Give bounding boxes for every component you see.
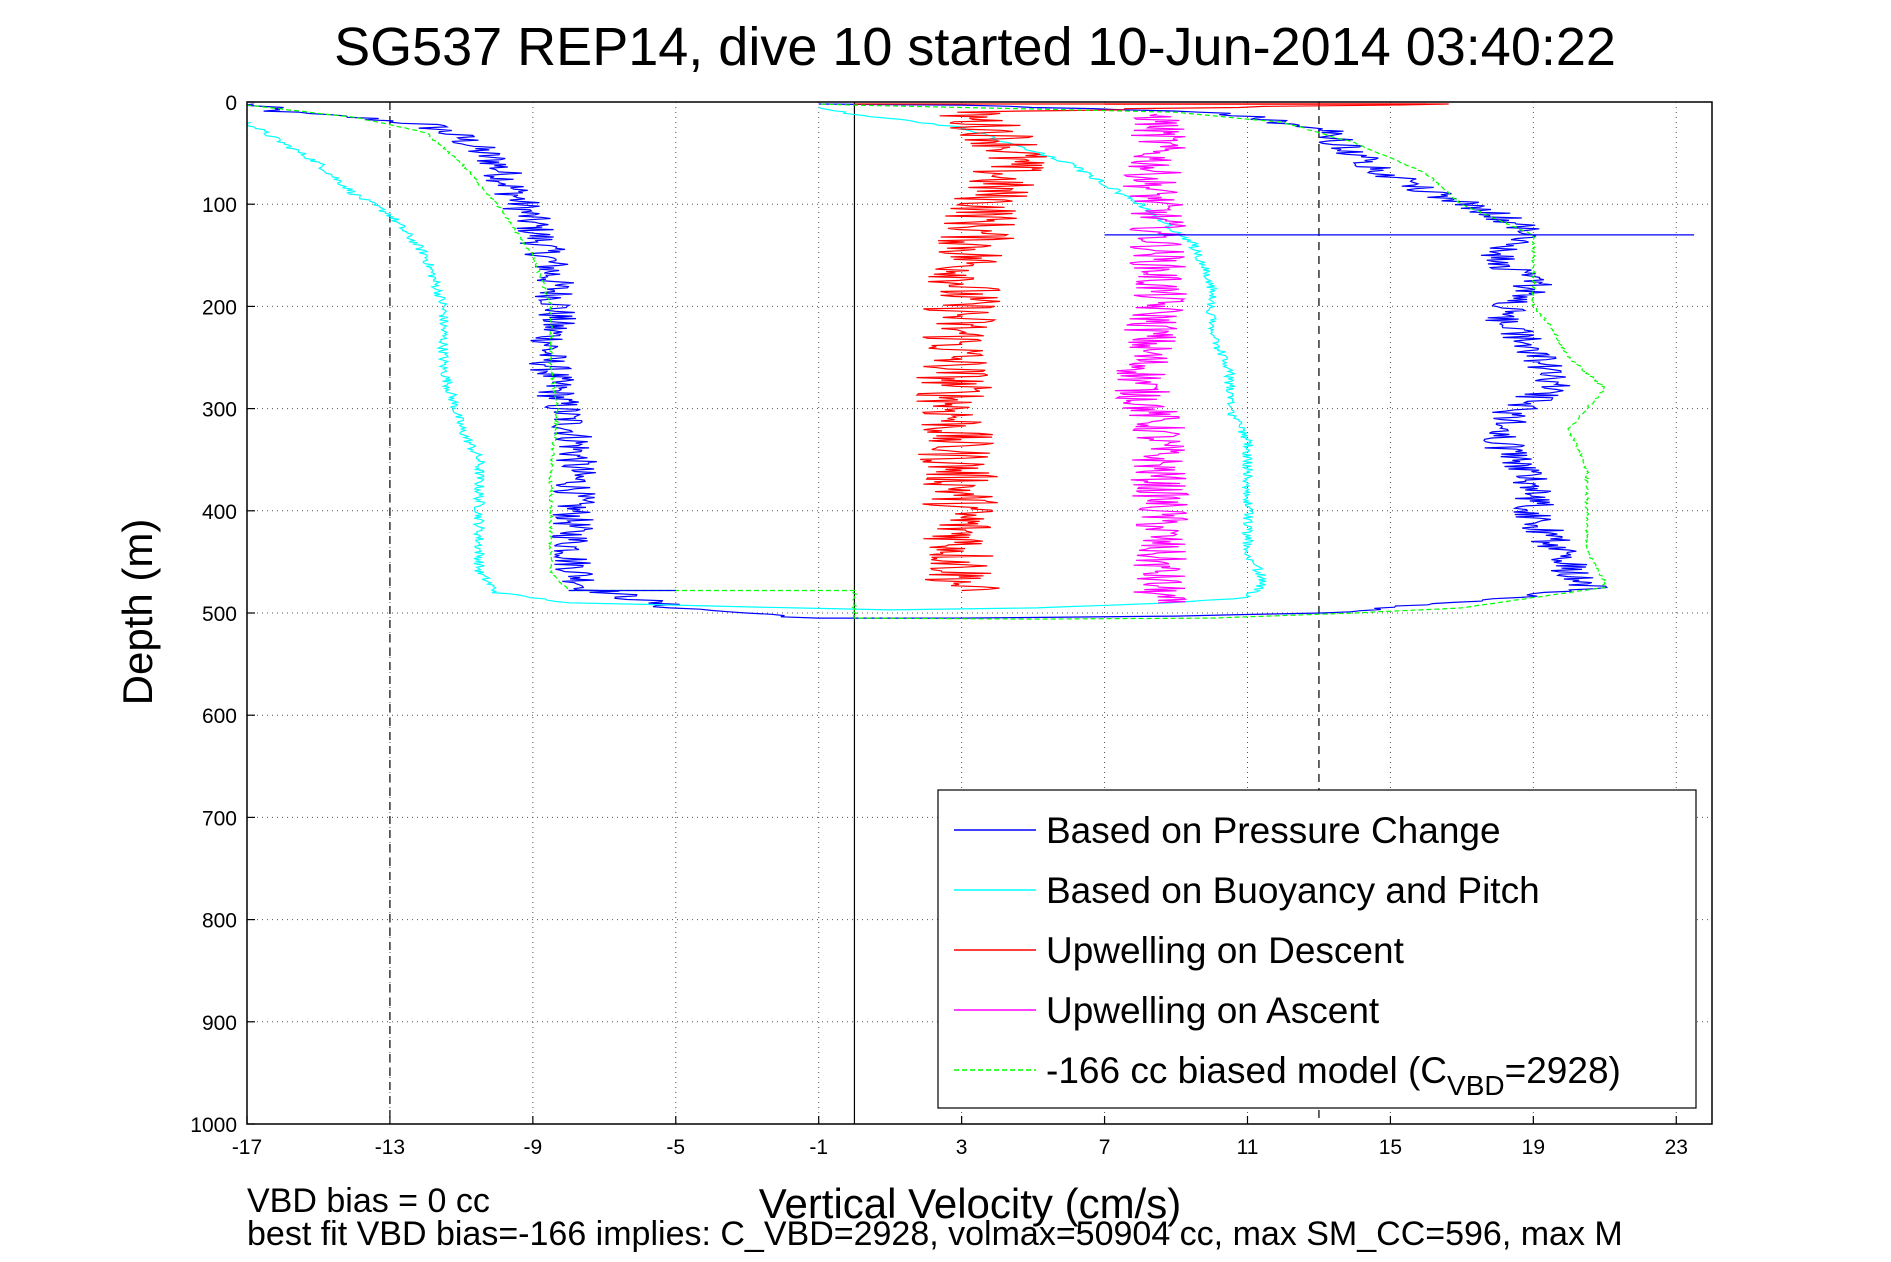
y-tick-label: 100	[202, 194, 237, 217]
y-tick-label: 500	[202, 603, 237, 626]
y-tick-label: 300	[202, 399, 237, 422]
y-tick-label: 900	[202, 1012, 237, 1035]
x-tick-label: 7	[1099, 1136, 1111, 1159]
y-axis-ticks: 0 100 200 300 400 500 600 700 800 900 1000	[190, 92, 255, 1137]
legend-label: Upwelling on Descent	[1046, 930, 1405, 971]
legend: Based on Pressure Change Based on Buoyanc…	[937, 789, 1697, 1109]
legend-label-part: Based on Buoyancy and Pitch	[1046, 870, 1540, 911]
legend-label: -166 cc biased model (CVBD=2928)	[1046, 1050, 1621, 1101]
legend-label-part: Upwelling on Descent	[1046, 930, 1405, 971]
y-tick-label: 1000	[190, 1114, 237, 1137]
series-line	[854, 103, 1449, 592]
x-axis-label: Vertical Velocity (cm/s)	[759, 1180, 1181, 1227]
series-line	[247, 103, 1608, 620]
legend-label-part: VBD	[1447, 1070, 1505, 1101]
footer-line-1: VBD bias = 0 cc	[247, 1182, 490, 1220]
legend-label-part: -166 cc biased model (C	[1046, 1050, 1447, 1091]
y-tick-label: 800	[202, 910, 237, 933]
series-group	[247, 103, 1695, 620]
x-tick-label: 15	[1379, 1136, 1402, 1159]
x-tick-label: -13	[375, 1136, 405, 1159]
x-tick-label: 23	[1665, 1136, 1688, 1159]
x-tick-label: -17	[232, 1136, 262, 1159]
x-tick-label: 19	[1522, 1136, 1545, 1159]
y-tick-label: 400	[202, 501, 237, 524]
x-tick-label: -9	[524, 1136, 543, 1159]
y-tick-label: 200	[202, 296, 237, 319]
x-tick-label: 3	[956, 1136, 968, 1159]
x-tick-label: -5	[666, 1136, 685, 1159]
y-tick-label: 700	[202, 807, 237, 830]
legend-label-part: Upwelling on Ascent	[1046, 990, 1380, 1031]
footer-line-2: best fit VBD bias=-166 implies: C_VBD=29…	[247, 1215, 1623, 1253]
x-tick-label: 11	[1237, 1136, 1259, 1159]
series-line	[247, 106, 1268, 611]
legend-label: Based on Pressure Change	[1046, 810, 1501, 851]
series-line	[1114, 113, 1190, 604]
legend-label: Upwelling on Ascent	[1046, 990, 1380, 1031]
legend-label: Based on Buoyancy and Pitch	[1046, 870, 1540, 911]
legend-label-part: =2928)	[1505, 1050, 1621, 1091]
y-axis-label: Depth (m)	[114, 519, 161, 706]
series-line	[247, 103, 1608, 619]
y-tick-label: 600	[202, 705, 237, 728]
x-tick-label: -1	[809, 1136, 828, 1159]
chart-title: SG537 REP14, dive 10 started 10-Jun-2014…	[334, 17, 1616, 77]
y-tick-label: 0	[225, 92, 237, 115]
x-axis-ticks: -17 -13 -9 -5 -1 3 7 11 15 19 23	[232, 1116, 1688, 1159]
legend-box	[937, 789, 1697, 1109]
legend-label-part: Based on Pressure Change	[1046, 810, 1501, 851]
